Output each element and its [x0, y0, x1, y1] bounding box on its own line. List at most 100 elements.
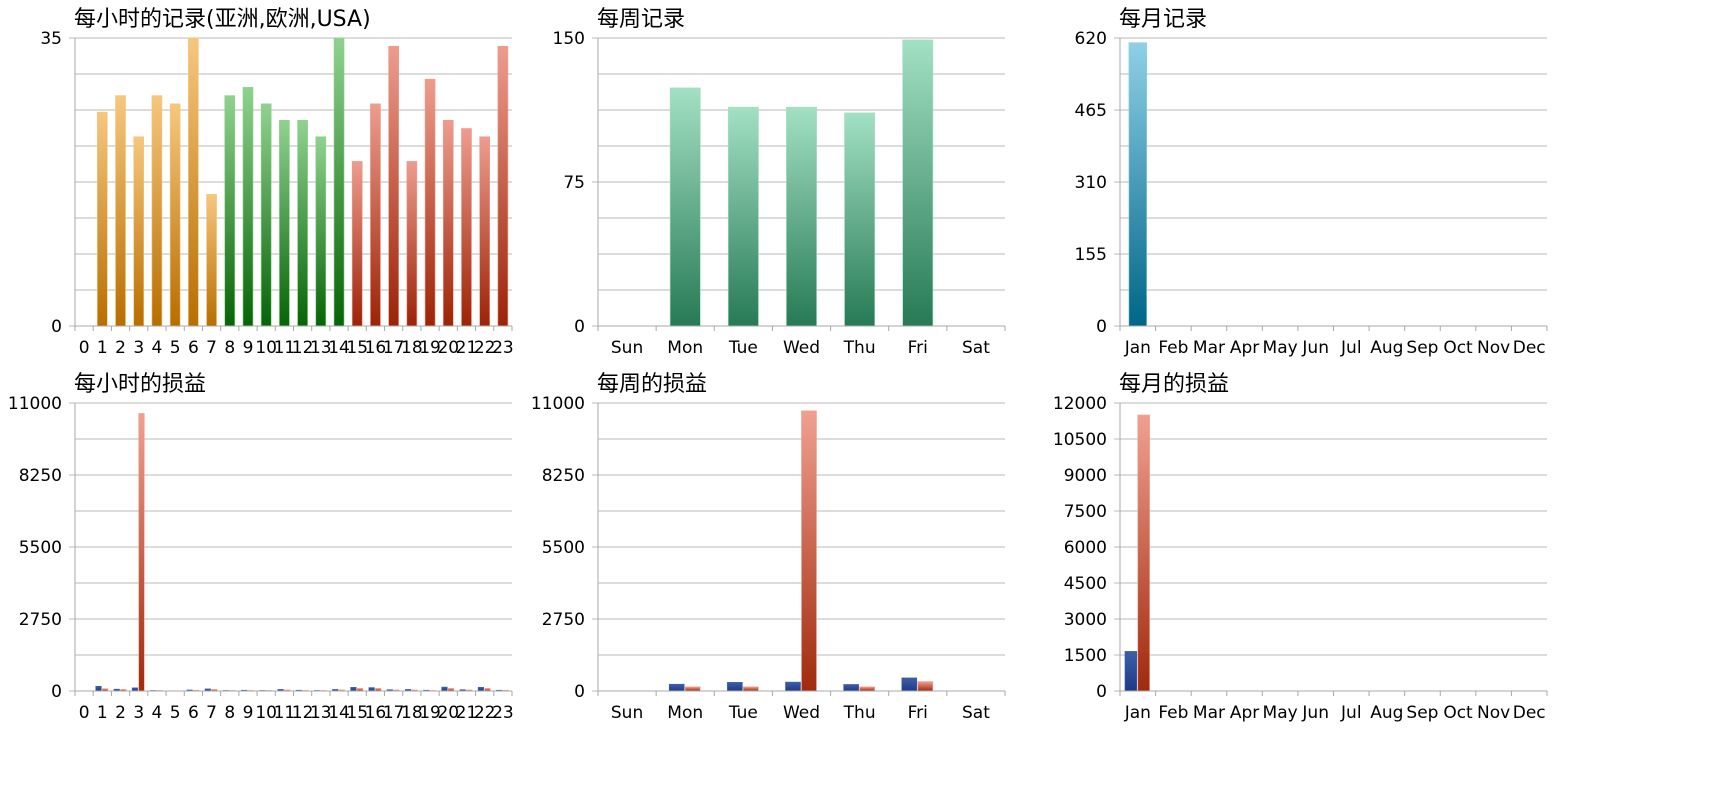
x-tick-label: 1: [97, 703, 108, 723]
x-tick-label: 0: [79, 338, 90, 358]
x-tick-label: Jul: [1340, 703, 1362, 723]
x-tick-label: May: [1263, 338, 1298, 358]
x-tick-label: 12: [292, 338, 314, 358]
x-tick-label: 18: [401, 338, 423, 358]
bar-hourly-records-19: [424, 78, 436, 327]
x-tick-label: Jun: [1301, 338, 1329, 358]
chart-weekly-records-svg: 每周记录 0 75 150 Sun Mon Tue Wed Thu Fri Sat: [553, 7, 1006, 358]
x-tick-label: 19: [419, 338, 441, 358]
bar-weekly-pnl-Thu-s0: [843, 684, 859, 692]
chart-hourly-pnl: 每小时的损益 0 2750 5500 8250 11000 0 1 2 3 4 5 6 7 8 9 10 11 12…: [0, 372, 575, 800]
y-tick-label: 0: [574, 682, 585, 702]
y-tick-label: 5500: [542, 538, 585, 558]
x-tick-label: Nov: [1477, 338, 1510, 358]
x-tick-label: Sat: [962, 703, 990, 723]
y-tick-label: 4500: [1064, 574, 1107, 594]
x-tick-label: Mon: [667, 703, 703, 723]
chart-monthly-pnl: 每月的损益 0 1500 3000 4500 6000 7500 9000 10500 12000…: [1053, 372, 1720, 800]
y-tick-label: 0: [1096, 682, 1107, 702]
x-tick-label: 12: [292, 703, 314, 723]
chart-weekly-pnl-svg: 每周的损益 0 2750 5500 8250 11000 Sun Mon Tue Wed Thu Fr…: [531, 372, 1006, 723]
bar-hourly-records-16: [370, 103, 381, 327]
bar-weekly-pnl-Tue-s0: [727, 682, 743, 692]
bar-weekly-pnl-Fri-s0: [901, 677, 918, 692]
x-tick-label: 8: [224, 703, 235, 723]
bar-hourly-records-10: [260, 103, 272, 327]
x-tick-label: 0: [79, 703, 90, 723]
x-tick-label: 4: [152, 338, 163, 358]
bar-weekly-pnl-Mon-s0: [668, 683, 685, 692]
bar-monthly-pnl-Jan-s0: [1124, 651, 1138, 692]
bar-hourly-records-23: [497, 45, 509, 327]
x-tick-label: 13: [310, 338, 332, 358]
x-tick-label: Jul: [1340, 338, 1362, 358]
x-tick-label: Jan: [1124, 703, 1151, 723]
x-tick-label: 2: [115, 338, 126, 358]
x-tick-label: 20: [437, 338, 459, 358]
bar-hourly-records-9: [242, 87, 254, 327]
x-tick-label: Oct: [1443, 703, 1473, 723]
x-tick-label: Sun: [611, 338, 643, 358]
bar-hourly-records-17: [388, 45, 399, 327]
y-tick-label: 2750: [19, 610, 62, 630]
x-tick-label: Oct: [1443, 338, 1473, 358]
bar-hourly-records-13: [315, 136, 327, 327]
y-tick-label: 0: [51, 317, 62, 337]
chart-title: 每月记录: [1119, 7, 1207, 32]
bar-weekly-records-Fri: [902, 39, 934, 327]
bar-hourly-records-15: [351, 161, 363, 327]
x-tick-label: 15: [346, 703, 368, 723]
x-tick-label: 22: [474, 703, 496, 723]
y-tick-label: 0: [1096, 317, 1107, 337]
x-tick-label: 8: [224, 338, 235, 358]
chart-title: 每周记录: [597, 7, 685, 32]
y-tick-label: 10500: [1053, 430, 1107, 450]
bar-hourly-records-21: [461, 128, 472, 327]
bar-hourly-pnl-15-s0: [350, 687, 357, 692]
chart-title: 每周的损益: [597, 372, 707, 397]
x-tick-label: 3: [133, 703, 144, 723]
x-tick-label: 2: [115, 703, 126, 723]
y-tick-label: 3000: [1064, 610, 1107, 630]
bar-hourly-records-5: [169, 103, 181, 327]
bar-weekly-pnl-Wed-s1: [801, 410, 817, 692]
bar-hourly-records-8: [224, 95, 236, 327]
bar-hourly-records-4: [151, 95, 163, 327]
x-tick-label: 10: [255, 338, 277, 358]
x-tick-label: 7: [206, 703, 217, 723]
y-tick-label: 35: [40, 29, 62, 49]
x-tick-label: Mar: [1193, 703, 1225, 723]
x-tick-label: 19: [419, 703, 441, 723]
bar-hourly-records-2: [115, 95, 126, 327]
bar-hourly-records-12: [297, 119, 308, 327]
x-tick-label: 9: [243, 703, 254, 723]
y-tick-label: 8250: [19, 466, 62, 486]
bar-hourly-records-1: [97, 111, 108, 327]
x-tick-label: 14: [328, 703, 350, 723]
x-tick-label: 6: [188, 703, 199, 723]
x-tick-label: 22: [474, 338, 496, 358]
x-tick-label: 21: [456, 338, 478, 358]
x-tick-label: 16: [365, 703, 387, 723]
bar-weekly-records-Wed: [786, 106, 817, 327]
x-tick-label: 11: [274, 703, 296, 723]
x-tick-label: 18: [401, 703, 423, 723]
x-tick-label: 9: [243, 338, 254, 358]
x-tick-label: 13: [310, 703, 332, 723]
y-tick-label: 1500: [1064, 646, 1107, 666]
bar-hourly-records-11: [279, 119, 290, 327]
y-tick-label: 5500: [19, 538, 62, 558]
x-tick-label: Nov: [1477, 703, 1510, 723]
y-tick-label: 8250: [542, 466, 585, 486]
y-tick-label: 0: [51, 682, 62, 702]
bar-hourly-records-14: [333, 37, 345, 327]
bar-hourly-records-22: [479, 136, 490, 327]
bar-monthly-records-Jan: [1128, 42, 1147, 327]
y-tick-label: 11000: [8, 394, 62, 414]
x-tick-label: 21: [456, 703, 478, 723]
x-tick-label: Tue: [728, 703, 758, 723]
y-tick-label: 150: [553, 29, 585, 49]
x-tick-label: Fri: [908, 338, 928, 358]
chart-title: 每小时的损益: [74, 372, 206, 397]
x-tick-label: Feb: [1158, 338, 1188, 358]
